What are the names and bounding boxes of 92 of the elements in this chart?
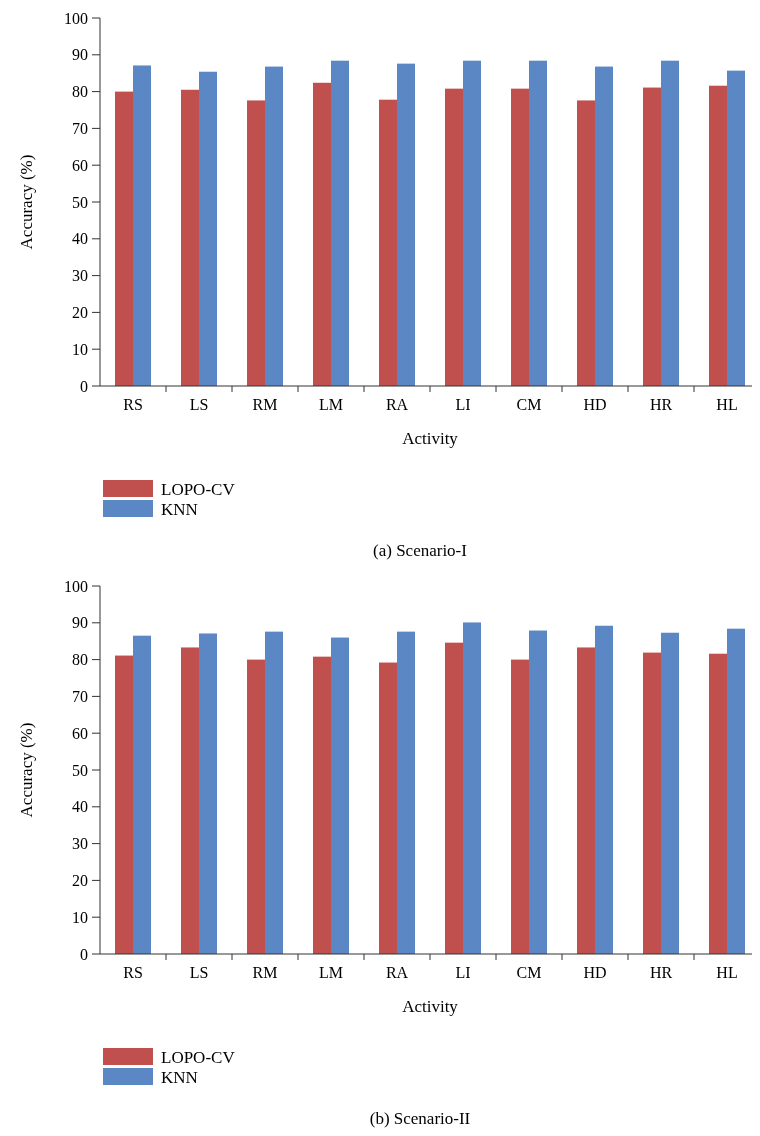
y-tick-label: 60: [72, 724, 88, 742]
x-tick-label: LS: [189, 396, 209, 413]
legend-label: LOPO-CV: [161, 479, 236, 499]
bar: [595, 625, 613, 954]
bar: [133, 635, 151, 954]
bar: [265, 631, 283, 954]
bar: [577, 100, 595, 386]
bar: [463, 622, 481, 954]
y-tick-label: 90: [72, 46, 88, 64]
bar: [445, 88, 463, 386]
y-axis-title: Accuracy (%): [17, 154, 36, 250]
bar: [445, 642, 463, 954]
bar: [115, 655, 133, 954]
y-tick-label: 90: [72, 614, 88, 632]
y-tick-label: 100: [64, 577, 88, 595]
y-tick-label: 30: [72, 267, 88, 285]
x-tick-label: HR: [649, 396, 673, 413]
bar: [397, 63, 415, 386]
x-tick-label: CM: [516, 964, 542, 981]
x-axis-title: Activity: [402, 997, 459, 1016]
x-tick-label: HR: [649, 964, 673, 981]
x-tick-label: RA: [385, 396, 409, 413]
y-tick-label: 100: [64, 9, 88, 27]
bar: [577, 647, 595, 954]
x-tick-label: LI: [455, 964, 471, 981]
bar: [313, 656, 331, 954]
legend-label: KNN: [161, 499, 198, 519]
x-tick-label: LS: [189, 964, 209, 981]
y-tick-label: 0: [80, 945, 88, 963]
y-tick-label: 0: [80, 377, 88, 395]
bar: [511, 659, 529, 954]
y-tick-label: 50: [72, 193, 88, 211]
y-tick-label: 80: [72, 651, 88, 669]
bar: [727, 70, 745, 386]
bar: [199, 71, 217, 386]
y-tick-label: 30: [72, 835, 88, 853]
bar: [463, 60, 481, 386]
y-tick-label: 10: [72, 340, 88, 358]
y-axis-title: Accuracy (%): [17, 722, 36, 818]
x-tick-label: RM: [252, 396, 278, 413]
x-tick-label: LM: [319, 964, 343, 981]
x-tick-label: LI: [455, 396, 471, 413]
bar: [661, 632, 679, 954]
y-tick-label: 80: [72, 83, 88, 101]
x-tick-label: RA: [385, 964, 409, 981]
y-tick-label: 60: [72, 156, 88, 174]
x-tick-label: CM: [516, 396, 542, 413]
bar: [643, 652, 661, 954]
legend-label: LOPO-CV: [161, 1047, 236, 1067]
bar: [661, 60, 679, 386]
y-tick-label: 10: [72, 908, 88, 926]
bar: [643, 87, 661, 386]
x-tick-label: RS: [123, 964, 143, 981]
y-tick-label: 40: [72, 798, 88, 816]
y-tick-label: 40: [72, 230, 88, 248]
bar: [247, 659, 265, 954]
bar: [397, 631, 415, 954]
y-tick-label: 20: [72, 872, 88, 889]
x-tick-label: HL: [716, 964, 738, 981]
bar: [511, 88, 529, 386]
x-tick-label: HL: [716, 396, 738, 413]
x-axis-title: Activity: [402, 429, 459, 448]
bar: [133, 65, 151, 386]
bar: [709, 653, 727, 954]
bar: [265, 66, 283, 386]
bar: [709, 85, 727, 386]
bar: [181, 89, 199, 386]
bar: [247, 100, 265, 386]
bar: [331, 637, 349, 954]
bar: [529, 630, 547, 954]
y-tick-label: 20: [72, 304, 88, 321]
bar: [181, 647, 199, 954]
legend-label: KNN: [161, 1067, 198, 1087]
y-tick-label: 70: [72, 120, 88, 137]
x-tick-label: HD: [583, 396, 607, 413]
x-tick-label: HD: [583, 964, 607, 981]
bar: [727, 628, 745, 954]
bar: [331, 60, 349, 386]
bar: [595, 66, 613, 386]
bar: [379, 99, 397, 386]
x-tick-label: RS: [123, 396, 143, 413]
bar: [529, 60, 547, 386]
bar: [199, 633, 217, 954]
x-tick-label: RM: [252, 964, 278, 981]
y-tick-label: 70: [72, 688, 88, 705]
text: (a) Scenario-I: [373, 541, 468, 560]
bar: [313, 82, 331, 386]
bar: [379, 662, 397, 954]
bar: [115, 91, 133, 386]
y-tick-label: 50: [72, 761, 88, 779]
x-tick-label: LM: [319, 396, 343, 413]
text: (b) Scenario-II: [369, 1109, 471, 1128]
